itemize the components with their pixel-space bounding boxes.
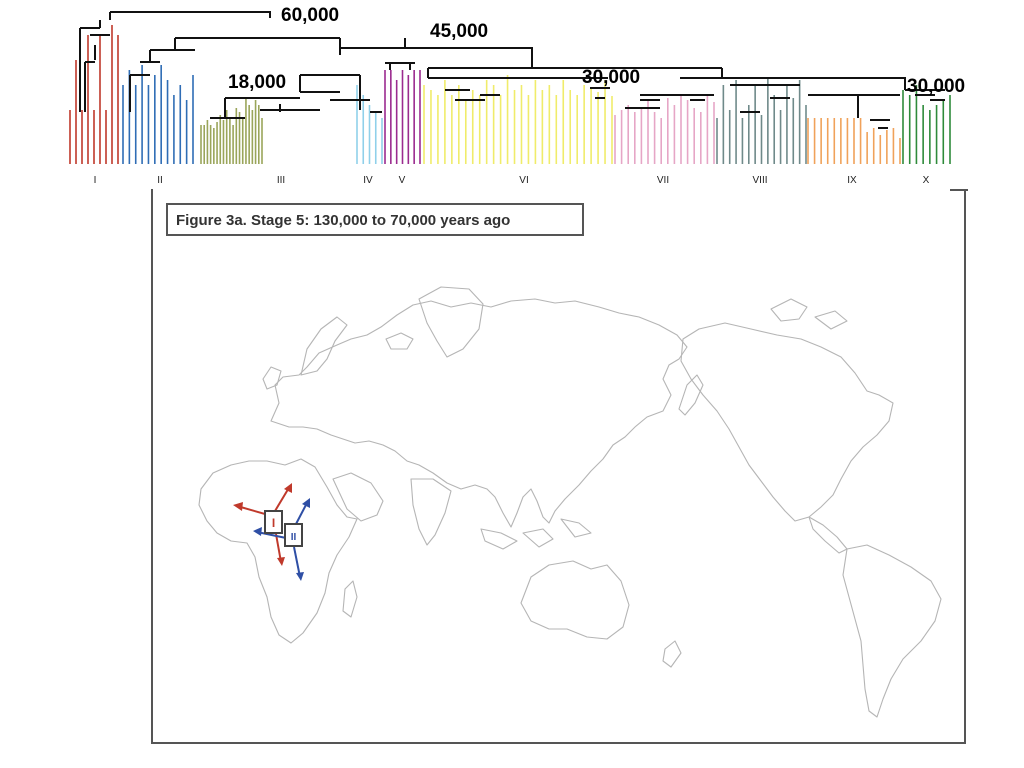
map-greenland	[418, 286, 484, 358]
tree-branch	[680, 77, 906, 90]
age-label-60000: 60,000	[281, 5, 340, 26]
tree-branch	[299, 74, 360, 93]
map-southeast-asia-islands	[480, 518, 592, 550]
map-europe-asia	[270, 298, 688, 528]
tree-branch	[109, 11, 271, 20]
age-label-18000: 18,000	[228, 72, 287, 93]
clade-label-x: X	[922, 175, 930, 186]
tree-branch	[385, 62, 415, 70]
tree-branch	[79, 20, 110, 112]
clade-label-viii: VIII	[752, 175, 768, 186]
map-japan	[678, 374, 704, 416]
arrowheads	[233, 483, 310, 581]
map-australia	[520, 560, 630, 640]
tree-branch	[428, 77, 608, 101]
origin-marker-ii: II	[284, 523, 303, 547]
map-britain	[262, 366, 282, 390]
clade-label-i: I	[93, 175, 97, 186]
clade-label-ix: IX	[847, 175, 857, 186]
figure-caption: Figure 3a. Stage 5: 130,000 to 70,000 ye…	[176, 212, 511, 229]
clade-label-vi: VI	[519, 175, 529, 186]
map-frame	[151, 189, 966, 744]
tree-branch	[129, 50, 160, 112]
map-south-america	[842, 544, 942, 718]
tree-branches	[79, 11, 945, 129]
tree-branch	[340, 47, 533, 68]
tree-branch	[175, 37, 341, 55]
age-label-45000: 45,000	[430, 21, 489, 42]
phylogenetic-tree	[69, 11, 951, 164]
arrow-blue-south	[293, 546, 301, 578]
map-arctic-islands	[770, 298, 848, 330]
world-map: I II	[198, 286, 942, 718]
arrowhead-red-northeast	[284, 483, 292, 493]
origin-marker-i: I	[264, 510, 283, 534]
clade-label-v: V	[398, 175, 406, 186]
map-central-america	[808, 516, 848, 554]
tree-branch	[730, 84, 800, 113]
map-scandinavia	[300, 316, 348, 376]
arrowhead-red-northwest	[233, 502, 243, 511]
tree-branch	[345, 75, 382, 113]
tree-branch	[905, 89, 945, 101]
map-iceland	[385, 332, 414, 350]
clade-label-vii: VII	[656, 175, 670, 186]
clade-label-iv: IV	[363, 175, 373, 186]
tree-leaves	[69, 25, 951, 164]
map-madagascar	[342, 580, 358, 618]
arrow-red-south	[275, 533, 282, 563]
tree-branch	[84, 45, 96, 112]
arrowhead-red-south	[277, 557, 285, 566]
tree-branch	[625, 94, 714, 109]
tree-branch	[808, 94, 900, 129]
origin-marker-i-label: I	[272, 516, 275, 530]
map-africa	[198, 458, 358, 644]
map-new-zealand	[662, 640, 682, 668]
tree-branch	[210, 97, 300, 119]
clade-label-iii: III	[276, 175, 286, 186]
arrowhead-blue-south	[296, 572, 304, 581]
map-frame-top-edge	[950, 189, 968, 191]
tree-branch	[260, 99, 345, 112]
tree-branch	[590, 87, 610, 99]
origin-marker-ii-label: II	[291, 532, 297, 543]
map-arabia	[332, 472, 384, 522]
age-label-30000-left: 30,000	[582, 67, 641, 88]
map-india	[410, 478, 452, 546]
caption-box	[166, 203, 584, 236]
clade-label-ii: II	[157, 175, 163, 186]
map-north-america	[680, 322, 894, 522]
age-label-30000-right: 30,000	[907, 76, 966, 97]
arrowhead-blue-northeast	[302, 498, 310, 508]
tree-branch	[150, 38, 195, 51]
arrowhead-blue-west	[253, 527, 262, 536]
tree-branch	[427, 67, 723, 78]
